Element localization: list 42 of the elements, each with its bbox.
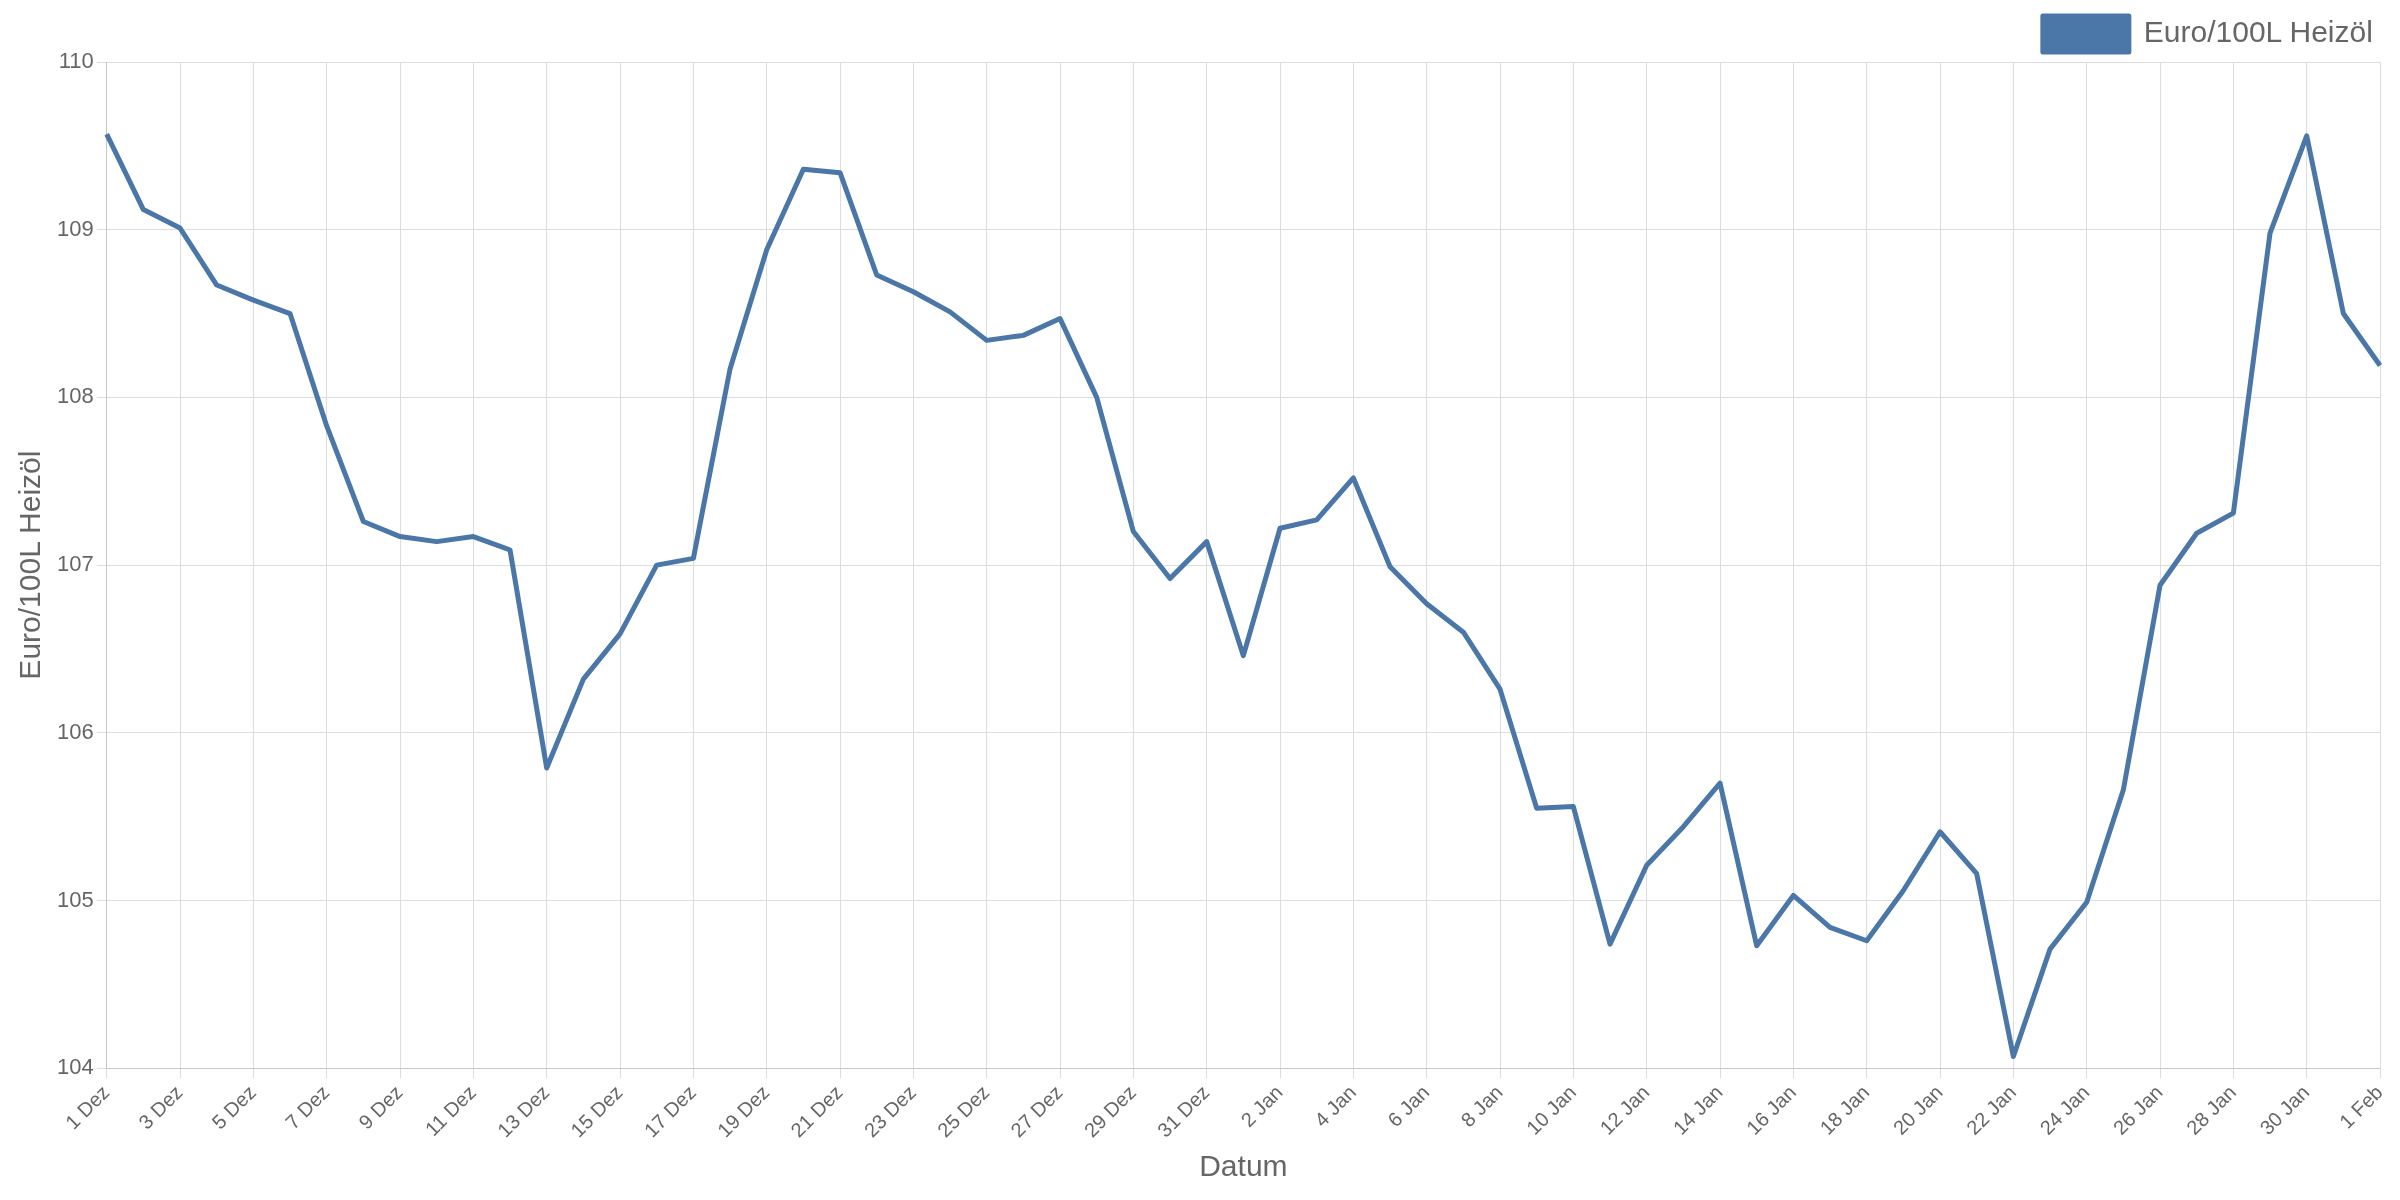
y-tick-label: 104 — [56, 1054, 94, 1080]
x-tick-label: 20 Jan — [1888, 1080, 1947, 1139]
x-tick-label: 11 Dez — [420, 1080, 481, 1141]
x-tick-label: 12 Jan — [1595, 1080, 1654, 1139]
x-tick-label: 22 Jan — [1962, 1080, 2021, 1139]
x-tick-label: 3 Dez — [134, 1080, 187, 1134]
y-tick-label: 106 — [56, 718, 94, 744]
x-tick-label: 14 Jan — [1668, 1080, 1727, 1139]
x-tick-label: 19 Dez — [713, 1080, 774, 1142]
x-tick-label: 5 Dez — [207, 1080, 261, 1134]
x-tick-label: 28 Jan — [2182, 1080, 2241, 1139]
x-tick-label: 13 Dez — [493, 1080, 554, 1142]
x-tick-label: 1 Feb — [2335, 1080, 2387, 1133]
x-tick-label: 21 Dez — [786, 1080, 847, 1142]
x-tick-label: 18 Jan — [1815, 1080, 1874, 1139]
y-tick-label: 107 — [56, 551, 94, 577]
y-tick-label: 105 — [56, 886, 94, 912]
x-tick-label: 7 Dez — [280, 1080, 334, 1134]
y-tick-label: 108 — [56, 383, 94, 409]
x-tick-label: 31 Dez — [1153, 1080, 1214, 1142]
x-tick-label: 30 Jan — [2255, 1080, 2314, 1139]
legend-label: Euro/100L Heizöl — [2143, 15, 2373, 49]
x-tick-label: 27 Dez — [1006, 1080, 1067, 1142]
y-tick-label: 110 — [58, 48, 94, 74]
y-tick-label: 109 — [56, 215, 94, 241]
x-axis-title: Datum — [1199, 1149, 1288, 1183]
x-tick-label: 10 Jan — [1522, 1080, 1581, 1139]
x-tick-label: 8 Jan — [1456, 1080, 1507, 1132]
x-tick-label: 24 Jan — [2035, 1080, 2094, 1139]
x-tick-label: 23 Dez — [859, 1080, 921, 1142]
y-axis-title: Euro/100L Heizöl — [13, 450, 47, 680]
x-tick-label: 4 Jan — [1309, 1080, 1361, 1132]
x-tick-label: 17 Dez — [639, 1080, 701, 1142]
x-tick-label: 6 Jan — [1383, 1080, 1434, 1132]
x-tick-label: 25 Dez — [933, 1080, 994, 1142]
x-tick-label: 29 Dez — [1079, 1080, 1141, 1142]
x-tick-label: 1 Dez — [60, 1080, 114, 1134]
x-tick-label: 9 Dez — [354, 1080, 407, 1134]
x-tick-label: 15 Dez — [566, 1080, 627, 1142]
x-tick-label: 2 Jan — [1236, 1080, 1287, 1132]
x-tick-label: 16 Jan — [1742, 1080, 1801, 1139]
x-tick-label: 26 Jan — [2108, 1080, 2167, 1139]
